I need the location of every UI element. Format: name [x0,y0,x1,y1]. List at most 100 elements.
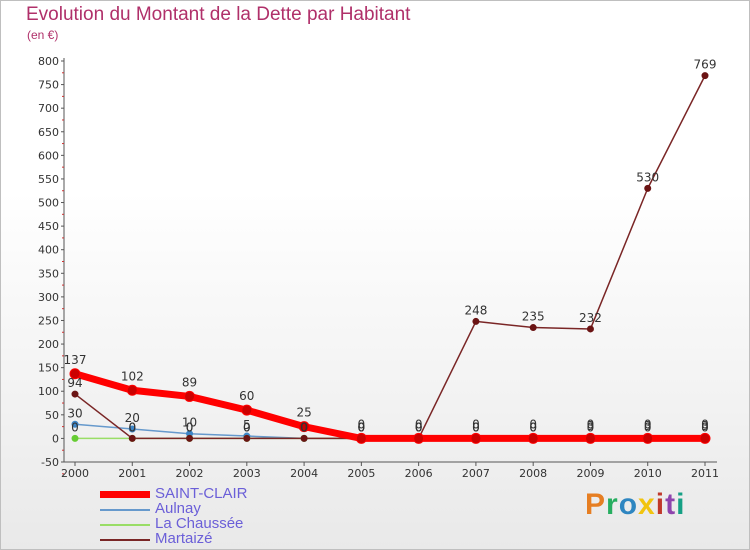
data-point-saint-clair [584,432,596,444]
data-point-saint-clair [241,404,253,416]
data-label-aulnay: 5 [243,418,251,432]
y-tick-label: 350 [38,267,59,280]
y-tick-label: 100 [38,385,59,398]
legend-label-saint-clair: SAINT-CLAIR [155,485,248,502]
axes: -500501001502002503003504004505005506006… [38,55,719,480]
data-point-saint-clair [355,432,367,444]
data-label-saint-clair: 0 [644,417,652,431]
data-point-aulnay [71,420,79,428]
legend-label-martaize: Martaizé [155,530,213,547]
data-point-martaize [243,434,251,442]
legend-label-aulnay: Aulnay [155,500,201,517]
data-point-saint-clair [298,421,310,433]
y-tick-label: 750 [38,79,59,92]
legend-item-aulnay: Aulnay [100,500,360,517]
data-label-saint-clair: 0 [415,417,423,431]
data-label-la-chaussee: 0 [243,420,251,434]
data-point-martaize [529,324,537,332]
series-line-saint-clair [71,370,709,442]
data-label-martaize: 530 [636,170,659,184]
data-label-martaize: 94 [67,376,82,390]
y-tick-label: 300 [38,291,59,304]
data-label-martaize: 0 [186,420,194,434]
data-label-saint-clair: 137 [64,353,87,367]
x-tick-label: 2009 [576,467,604,480]
data-label-aulnay: 0 [300,420,308,434]
data-point-martaize [71,390,79,398]
y-tick-label: 0 [52,432,59,445]
x-tick-label: 2000 [61,467,89,480]
logo-letter: P [585,488,607,521]
logo-letter: x [638,488,656,521]
logo-letter: r [606,488,619,521]
x-tick-label: 2005 [347,467,375,480]
y-tick-label: 400 [38,244,59,257]
data-label-martaize: 0 [243,420,251,434]
x-tick-label: 2004 [290,467,318,480]
logo-letter: i [655,488,666,521]
data-label-martaize: 232 [579,311,602,325]
legend-swatch-martaize [100,539,150,541]
data-label-aulnay: 0 [472,420,480,434]
data-label-saint-clair: 0 [701,417,709,431]
data-point-saint-clair [184,390,196,402]
legend-swatch-aulnay [100,509,150,511]
chart-title: Evolution du Montant de la Dette par Hab… [26,4,411,25]
y-tick-label: 600 [38,149,59,162]
data-label-aulnay: 0 [415,420,423,434]
data-label-la-chaussee: 0 [472,420,480,434]
chart-unit-label: (en €) [27,28,59,42]
data-point-saint-clair [69,368,81,380]
y-tick-label: 700 [38,102,59,115]
data-label-la-chaussee: 3 [587,419,595,433]
x-tick-label: 2007 [462,467,490,480]
legend: SAINT-CLAIR Aulnay La Chaussée Martaizé [100,485,360,547]
data-label-saint-clair: 0 [358,417,366,431]
legend-item-martaize: Martaizé [100,530,360,547]
data-label-la-chaussee: 0 [300,420,308,434]
data-label-la-chaussee: 0 [186,420,194,434]
data-label-martaize: 0 [358,420,366,434]
x-tick-label: 2010 [634,467,662,480]
data-label-martaize: 0 [300,420,308,434]
x-tick-label: 2002 [176,467,204,480]
data-label-saint-clair: 89 [182,375,197,389]
data-label-saint-clair: 0 [472,417,480,431]
proxiti-logo: Proxiti [585,488,685,522]
data-point-martaize [128,434,136,442]
data-label-la-chaussee: 0 [128,420,136,434]
logo-letter: t [665,488,677,521]
data-label-aulnay: 30 [67,406,82,420]
logo-letter: i [676,488,686,521]
data-label-aulnay: 0 [587,420,595,434]
data-label-martaize: 235 [522,310,545,324]
data-label-aulnay: 0 [701,420,709,434]
x-tick-label: 2006 [405,467,433,480]
data-label-saint-clair: 25 [296,406,311,420]
data-point-saint-clair [126,384,138,396]
data-label-la-chaussee: 3 [644,419,652,433]
data-label-la-chaussee: 0 [358,420,366,434]
data-point-saint-clair [527,432,539,444]
y-tick-label: 50 [45,409,59,422]
data-point-martaize [300,434,308,442]
data-point-saint-clair [642,432,654,444]
y-tick-label: 800 [38,55,59,68]
data-point-saint-clair [413,432,425,444]
data-label-la-chaussee: 0 [71,420,79,434]
data-label-saint-clair: 0 [529,417,537,431]
data-point-saint-clair [470,432,482,444]
y-tick-label: 450 [38,220,59,233]
y-tick-label: 650 [38,126,59,139]
data-point-martaize [186,434,194,442]
data-label-martaize: 769 [694,58,717,72]
y-tick-label: 500 [38,197,59,210]
data-label-aulnay: 0 [529,420,537,434]
data-point-aulnay [128,425,136,433]
legend-swatch-saint-clair [100,491,150,498]
x-tick-label: 2008 [519,467,547,480]
legend-item-saint-clair: SAINT-CLAIR [100,485,360,502]
data-label-saint-clair: 60 [239,389,254,403]
